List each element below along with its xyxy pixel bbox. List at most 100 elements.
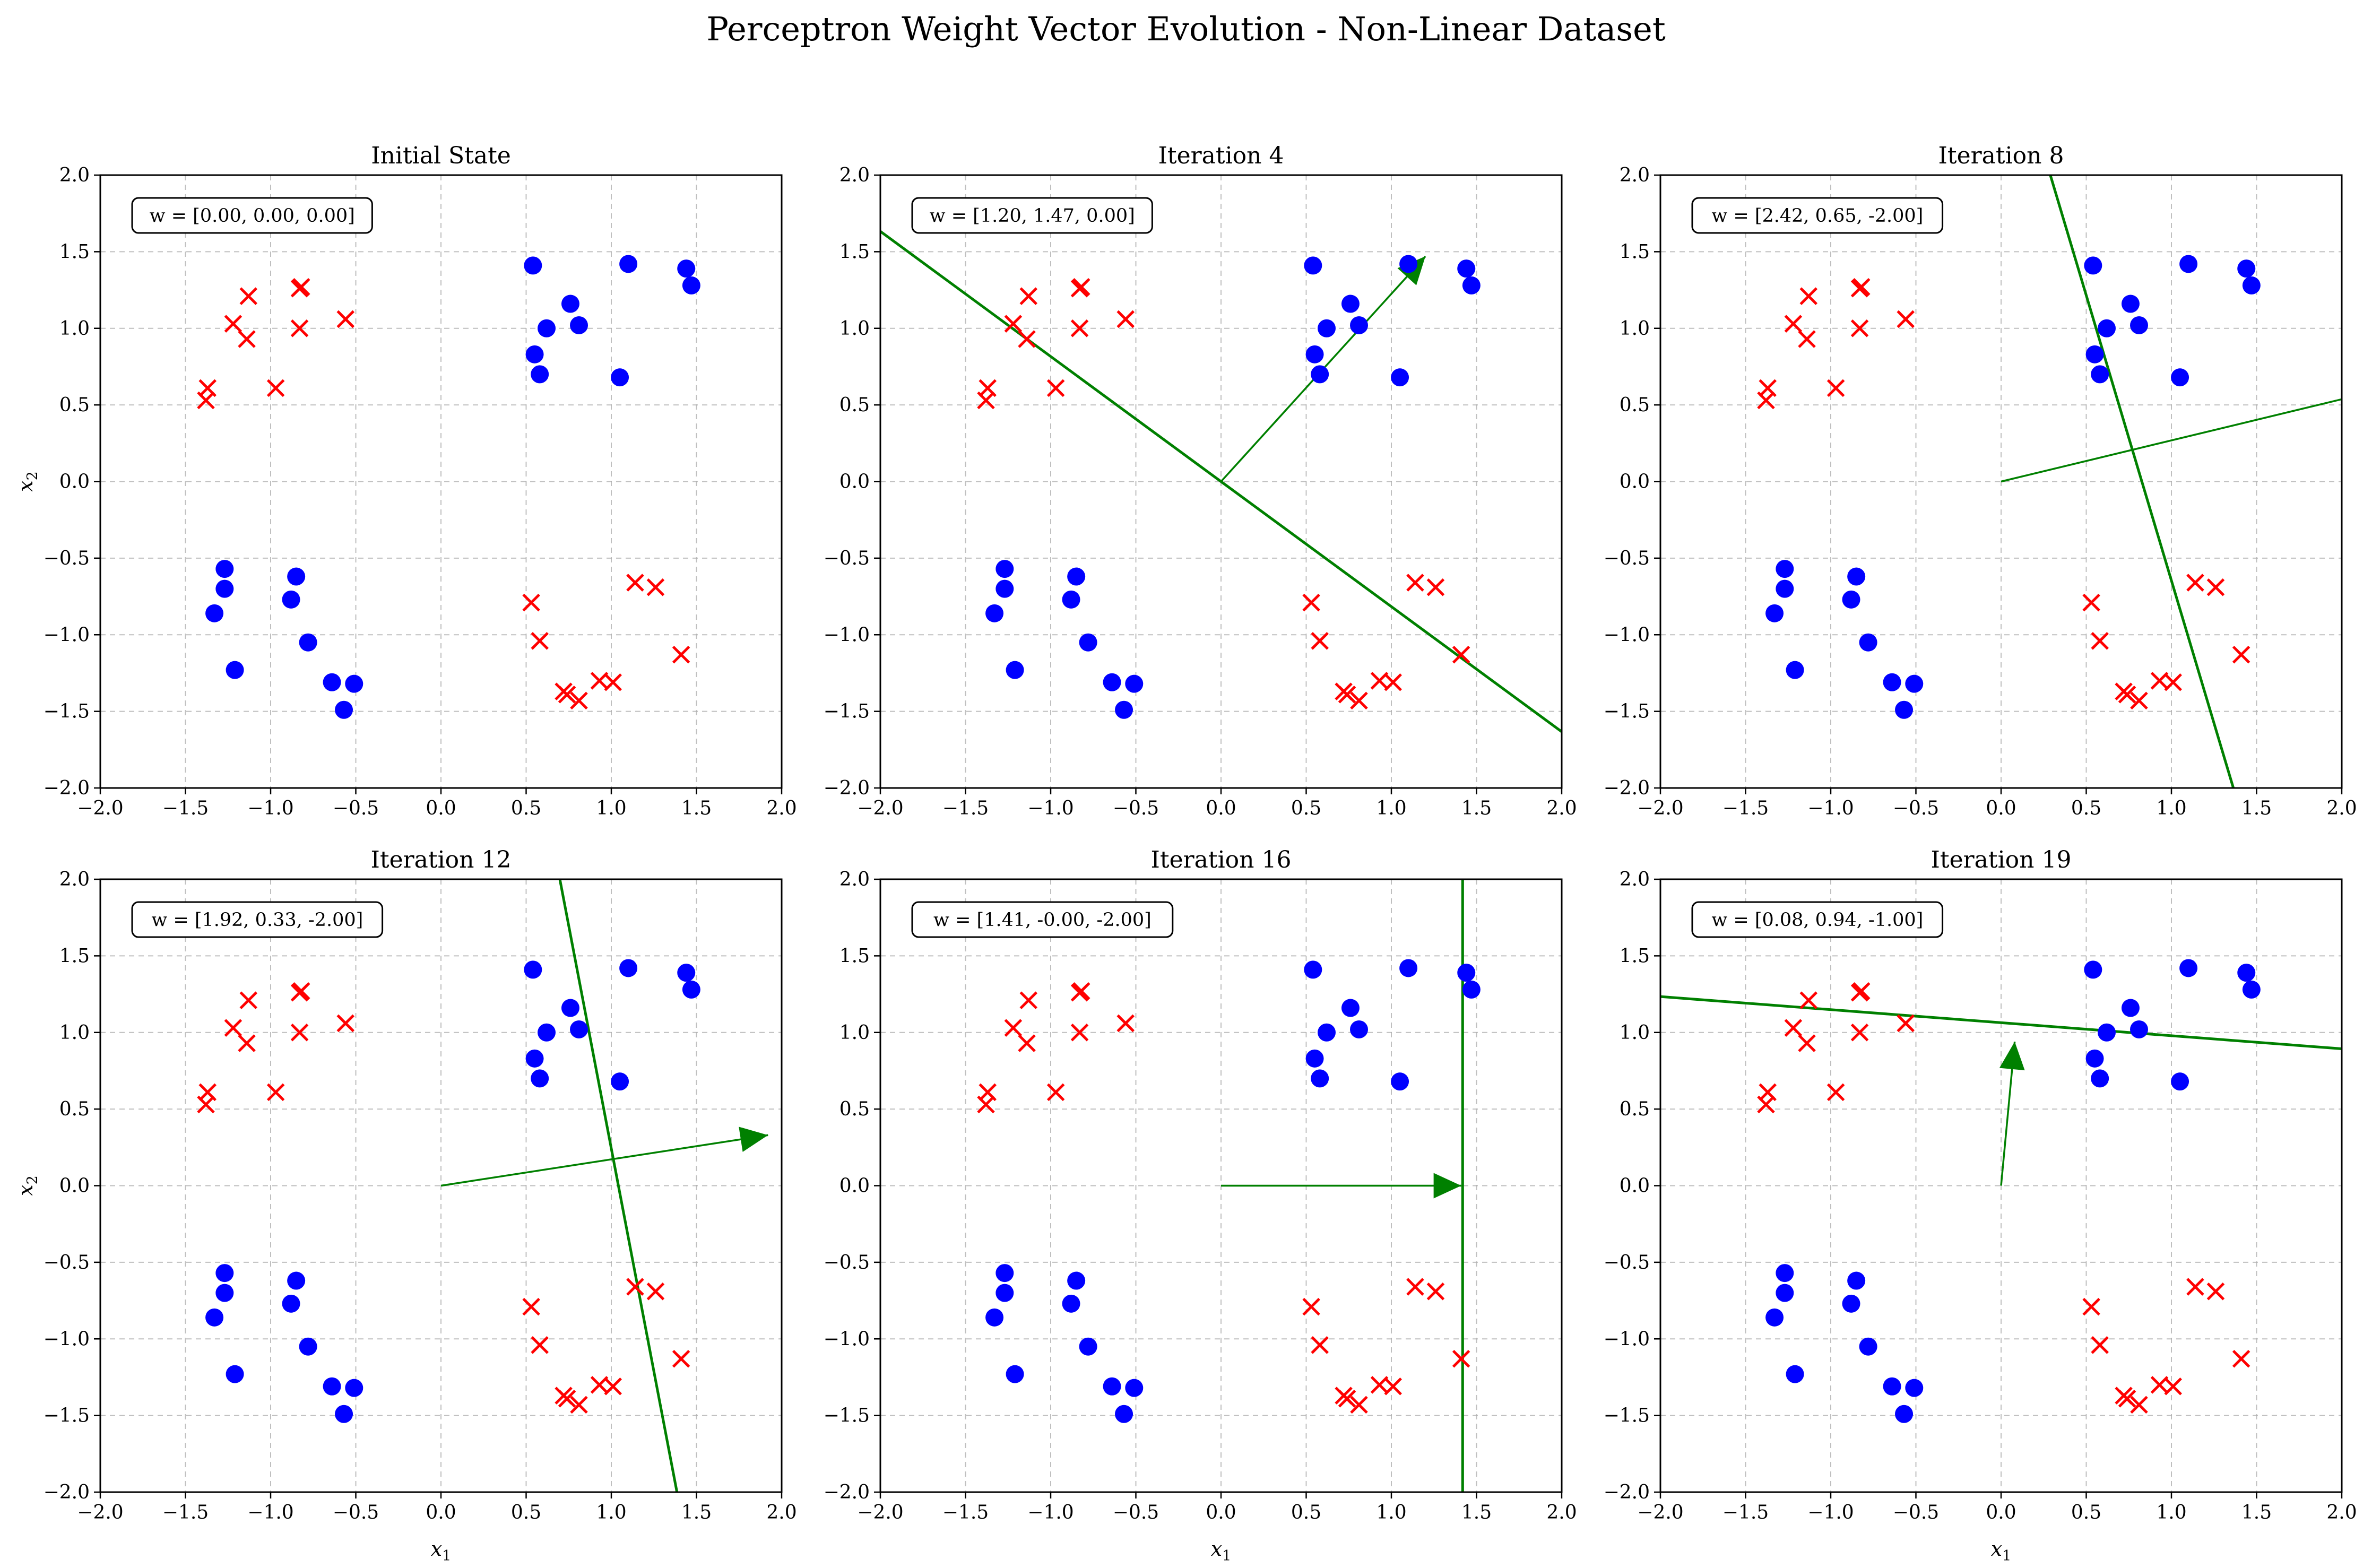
y-tick-label: 2.0 — [839, 869, 870, 890]
class-pos-point — [282, 590, 300, 609]
class-neg-stroke — [336, 310, 355, 328]
class-pos-point — [215, 1264, 234, 1283]
class-neg-stroke — [1311, 1336, 1329, 1354]
class-pos-point — [2171, 1072, 2189, 1091]
class-pos-point — [2098, 319, 2116, 337]
class-neg-stroke — [1018, 1034, 1036, 1052]
class-neg-point — [604, 1377, 622, 1396]
class-pos-point — [215, 579, 234, 598]
class-neg-point — [1350, 1396, 1368, 1414]
y-tick-label: 1.5 — [839, 241, 870, 263]
y-tick-label: −2.0 — [824, 777, 870, 799]
class-pos-point — [524, 960, 542, 979]
x-axis-label: x1 — [431, 1537, 452, 1564]
class-neg-stroke — [1116, 310, 1135, 328]
class-neg-point — [1799, 287, 1818, 305]
class-neg-stroke — [531, 632, 549, 650]
weights-box — [131, 901, 384, 938]
class-pos-point — [1895, 700, 1914, 719]
class-pos-point — [1304, 256, 1322, 275]
class-neg-stroke — [2232, 1350, 2250, 1368]
class-neg-point — [1072, 982, 1090, 1000]
class-neg-stroke — [2082, 1297, 2100, 1316]
subplot-4: −2.0−2.0 −1.5 −1.5 −1.0 −1.0 −0.5 −0.5 0.0 0.0 0.… — [14, 846, 797, 1564]
class-neg-point — [1311, 632, 1329, 650]
class-pos-point — [1776, 1264, 1794, 1283]
y-tick-label: 1.0 — [1620, 318, 1650, 340]
class-neg-point — [239, 287, 258, 305]
class-neg-stroke — [646, 1282, 665, 1301]
class-pos-point — [2084, 256, 2102, 275]
x-tick-label: 0.0 — [1206, 1502, 1236, 1523]
class-neg-stroke — [672, 1350, 690, 1368]
class-neg-stroke — [1311, 632, 1329, 650]
class-pos-point — [1765, 1308, 1784, 1327]
class-pos-point — [323, 673, 341, 691]
class-pos-point — [611, 368, 629, 387]
class-neg-point — [570, 1396, 588, 1414]
class-pos-point — [2121, 999, 2140, 1017]
class-pos-point — [2098, 1023, 2116, 1042]
class-pos-point — [2242, 980, 2261, 999]
class-neg-point — [2186, 574, 2204, 592]
y-tick-label: −1.0 — [824, 1328, 870, 1350]
x-tick-label: 1.5 — [681, 1502, 712, 1523]
class-pos-point — [2091, 365, 2109, 384]
class-pos-point — [1311, 1069, 1329, 1088]
class-pos-point — [619, 959, 638, 977]
class-neg-point — [1406, 574, 1424, 592]
class-neg-stroke — [1338, 686, 1356, 704]
class-neg-point — [2164, 1377, 2182, 1396]
class-pos-point — [1067, 567, 1086, 586]
class-neg-stroke — [2091, 632, 2109, 650]
class-neg-stroke — [558, 1390, 576, 1408]
class-pos-point — [531, 1069, 549, 1088]
class-neg-point — [2130, 1396, 2148, 1414]
class-neg-point — [2082, 593, 2100, 612]
class-neg-stroke — [626, 1278, 644, 1296]
class-pos-point — [561, 294, 579, 313]
x-axis-label: x1 — [1211, 1537, 1232, 1564]
class-pos-point — [1905, 1379, 1924, 1397]
class-neg-stroke — [1897, 1014, 1915, 1033]
class-neg-point — [626, 574, 644, 592]
class-pos-point — [2237, 964, 2256, 982]
class-neg-stroke — [1004, 1019, 1023, 1037]
class-neg-point — [1019, 991, 1038, 1009]
subplot-title: Iteration 4 — [1158, 142, 1284, 169]
class-neg-point — [336, 310, 355, 328]
class-neg-point — [522, 593, 540, 612]
subplot-title: Iteration 12 — [371, 846, 512, 873]
class-neg-stroke — [239, 287, 258, 305]
class-pos-point — [538, 319, 556, 337]
class-neg-point — [197, 391, 215, 410]
class-neg-stroke — [224, 315, 243, 333]
class-neg-point — [224, 315, 243, 333]
x-axis-label: x1 — [1991, 1537, 2012, 1564]
class-neg-stroke — [1757, 391, 1775, 410]
class-pos-point — [995, 579, 1014, 598]
y-tick-label: 2.0 — [59, 869, 90, 890]
class-neg-stroke — [1799, 991, 1818, 1009]
class-neg-stroke — [1406, 574, 1424, 592]
decision-boundary — [2049, 175, 2235, 788]
x-tick-label: −2.0 — [77, 798, 123, 819]
class-neg-stroke — [1852, 278, 1871, 296]
class-pos-point — [1125, 1379, 1144, 1397]
y-tick-label: 1.5 — [59, 945, 90, 967]
y-tick-label: −2.0 — [44, 1482, 90, 1503]
class-pos-point — [524, 256, 542, 275]
class-neg-point — [2186, 1278, 2204, 1296]
class-pos-point — [1341, 294, 1360, 313]
class-pos-point — [1006, 661, 1024, 679]
y-tick-label: −0.5 — [1604, 1252, 1650, 1274]
x-tick-label: 1.0 — [596, 1502, 626, 1523]
class-pos-point — [1311, 365, 1329, 384]
class-neg-stroke — [1004, 315, 1023, 333]
class-pos-point — [1115, 700, 1133, 719]
class-neg-stroke — [2130, 1396, 2148, 1414]
class-neg-point — [1757, 391, 1775, 410]
class-neg-point — [1799, 991, 1818, 1009]
class-neg-point — [1784, 1019, 1803, 1037]
weights-label: w = [1.92, 0.33, -2.00] — [151, 909, 363, 931]
